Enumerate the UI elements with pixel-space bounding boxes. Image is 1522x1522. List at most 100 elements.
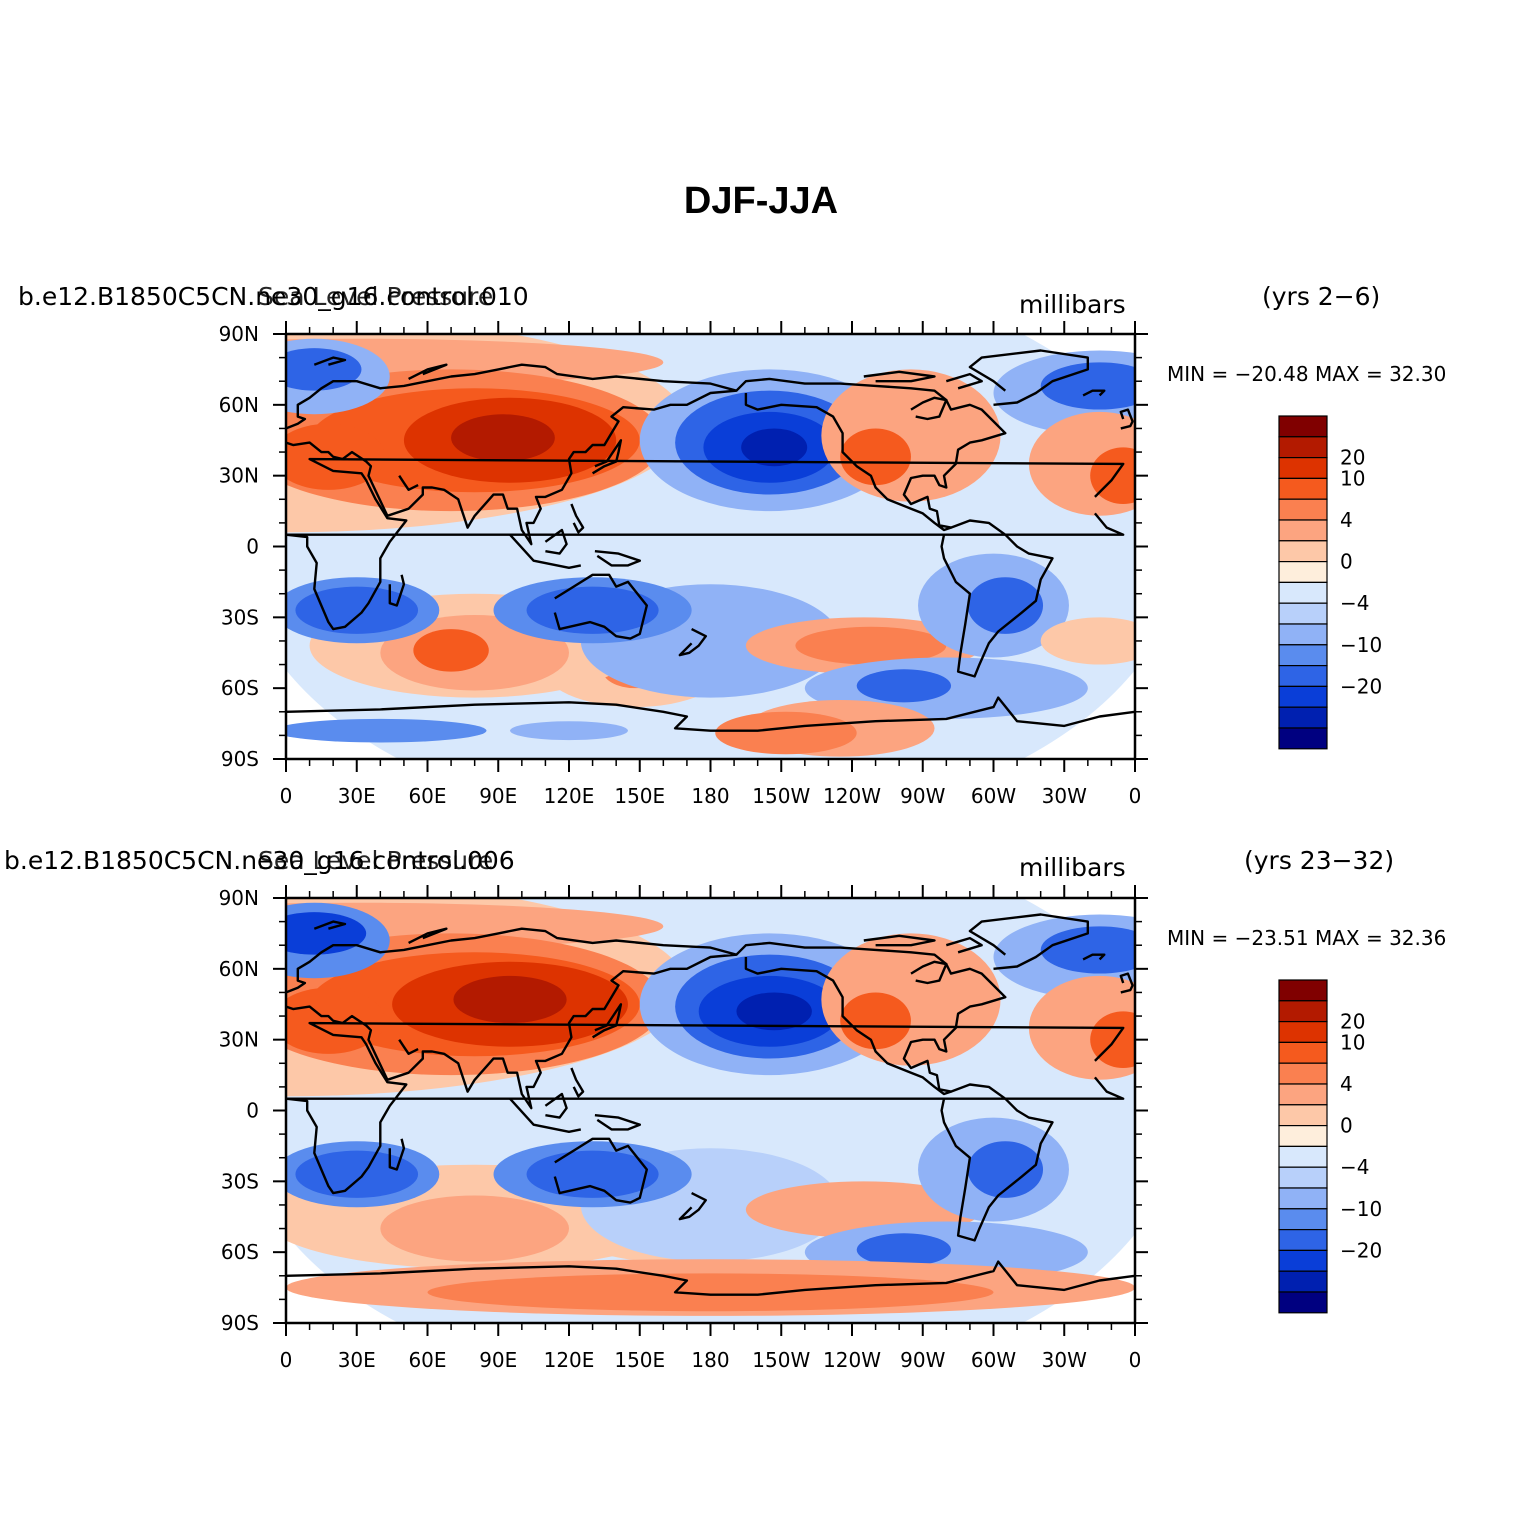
coastline: [570, 503, 585, 534]
colorbar-swatch: [1278, 1166, 1328, 1189]
coastline: [286, 457, 1125, 631]
coastline: [968, 913, 1089, 970]
coastline: [678, 628, 707, 657]
coastline: [1082, 953, 1106, 961]
colorbar-label: −4: [1340, 1155, 1369, 1179]
coastline: [1119, 972, 1134, 994]
coastline: [388, 574, 406, 607]
y-tick-label: 60N: [219, 393, 259, 417]
coastline: [591, 439, 623, 475]
colorbar-swatch: [1278, 1000, 1328, 1023]
y-tick-label: 30N: [219, 464, 259, 488]
x-tick-label: 0: [1129, 784, 1142, 808]
y-tick-label: 60N: [219, 957, 259, 981]
panel-2-map: 0 30E 60E 90E 120E 150E 180 150W 120W 90W 60W 30W 09…: [219, 885, 1148, 1372]
colorbar-swatch: [1278, 561, 1328, 584]
colorbar-swatch: [1278, 540, 1328, 563]
colorbar-swatch: [1278, 685, 1328, 708]
coastline: [286, 363, 738, 546]
x-tick-label: 0: [280, 1348, 293, 1372]
x-tick-label: 180: [691, 1348, 729, 1372]
colorbar-swatch: [1278, 1020, 1328, 1043]
colorbar-swatch: [1278, 1145, 1328, 1168]
colorbar-swatch: [1278, 623, 1328, 646]
coastline: [591, 1003, 623, 1039]
contour-fill: [286, 334, 1135, 759]
coastline: [735, 377, 1007, 532]
coastline: [1082, 389, 1106, 397]
coastline: [544, 1092, 568, 1119]
colorbar-swatch: [1278, 602, 1328, 625]
panel-1-units: millibars: [1019, 290, 1126, 319]
colorbar-label: 4: [1340, 1072, 1353, 1096]
coastline: [863, 934, 936, 947]
coastline: [945, 372, 983, 390]
coastline: [286, 1021, 1125, 1195]
coastline: [544, 528, 568, 555]
coastline: [940, 519, 1054, 678]
y-tick-label: 0: [246, 535, 259, 559]
coastline: [863, 370, 936, 383]
coastline: [910, 396, 948, 421]
coastline: [313, 356, 347, 366]
coastline: [408, 363, 448, 380]
colorbar-label: −10: [1340, 1197, 1382, 1221]
y-tick-label: 90N: [219, 886, 259, 910]
figure-title: DJF-JJA: [683, 180, 839, 222]
panel-2-variable-name: Sea Level Pressure: [258, 846, 494, 875]
coastline: [553, 573, 648, 640]
x-tick-label: 60E: [408, 784, 446, 808]
colorbar-swatch: [1278, 1062, 1328, 1085]
colorbar-swatch: [1278, 519, 1328, 542]
x-tick-label: 0: [280, 784, 293, 808]
colorbar-label: −20: [1340, 1238, 1382, 1262]
coastline: [509, 1097, 582, 1134]
colorbar-label: 0: [1340, 1114, 1353, 1138]
coastline: [313, 920, 347, 930]
x-tick-label: 90W: [900, 784, 945, 808]
x-tick-label: 120W: [823, 784, 881, 808]
x-tick-label: 30E: [338, 784, 376, 808]
colorbar-label: 10: [1340, 1030, 1365, 1054]
coastline: [286, 696, 1135, 732]
coastline: [940, 1083, 1054, 1242]
colorbar-label: 4: [1340, 508, 1353, 532]
colorbar-swatch: [1278, 498, 1328, 521]
y-tick-label: 30N: [219, 1028, 259, 1052]
y-tick-label: 90N: [219, 322, 259, 346]
y-tick-label: 0: [246, 1099, 259, 1123]
x-tick-label: 150E: [614, 784, 665, 808]
x-tick-label: 90E: [479, 1348, 517, 1372]
colorbar-label: 10: [1340, 466, 1365, 490]
panel-2-units: millibars: [1019, 853, 1126, 882]
coastline: [1119, 408, 1134, 430]
x-tick-label: 30W: [1042, 1348, 1087, 1372]
colorbar-swatch: [1278, 1104, 1328, 1127]
colorbar-swatch: [1278, 415, 1328, 438]
coastline: [594, 550, 641, 567]
coastline: [388, 1138, 406, 1171]
panel-1-variable-name: Sea Level Pressure: [258, 282, 494, 311]
colorbar-swatch: [1278, 1291, 1328, 1314]
x-tick-label: 150W: [752, 1348, 810, 1372]
coastline: [509, 533, 582, 570]
panel-1-min-max: MIN = −20.48 MAX = 32.30: [1167, 362, 1447, 386]
x-tick-label: 0: [1129, 1348, 1142, 1372]
coastline: [910, 960, 948, 985]
coastline: [553, 1137, 648, 1204]
coastline: [286, 927, 738, 1110]
colorbar-label: 20: [1340, 446, 1365, 470]
coastline: [594, 1114, 641, 1131]
coastline: [735, 941, 1007, 1096]
y-tick-label: 90S: [221, 1311, 259, 1335]
colorbar-swatch: [1278, 706, 1328, 729]
colorbar-label: −20: [1340, 674, 1382, 698]
colorbar-swatch: [1278, 436, 1328, 459]
colorbar-swatch: [1278, 1229, 1328, 1252]
colorbar-swatch: [1278, 1125, 1328, 1148]
x-tick-label: 60W: [971, 784, 1016, 808]
coastline: [678, 1192, 707, 1221]
panel-1-case-name: b.e12.B1850C5CN.ne30_g16.control.010: [18, 282, 529, 311]
